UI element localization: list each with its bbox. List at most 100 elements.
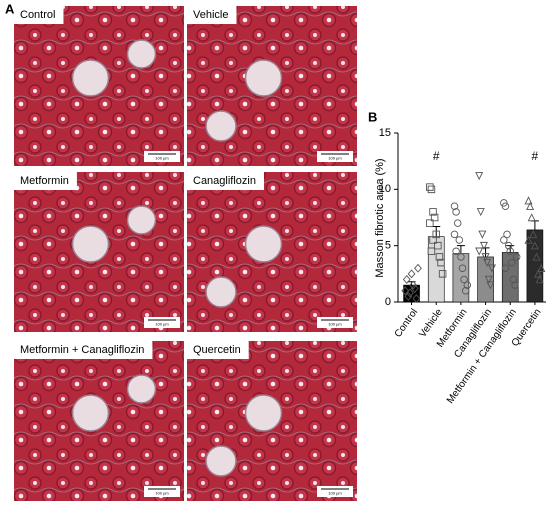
data-point xyxy=(463,281,472,289)
image-label: Control xyxy=(20,9,55,21)
glomerulus xyxy=(126,39,157,69)
data-point xyxy=(532,252,541,261)
data-point xyxy=(401,286,410,296)
data-point xyxy=(483,258,492,267)
scale-text: 100 µm xyxy=(155,491,169,496)
data-point xyxy=(535,275,544,284)
data-point xyxy=(511,281,519,289)
data-point xyxy=(530,241,539,250)
data-point xyxy=(500,199,508,207)
micrograph: Vehicle 100 µm xyxy=(187,6,357,166)
data-point xyxy=(407,269,416,279)
error-bar xyxy=(432,226,441,237)
micrograph: Canagliflozin 100 µm xyxy=(187,172,357,332)
data-point xyxy=(426,183,434,191)
data-point xyxy=(438,270,447,278)
data-point xyxy=(429,236,437,244)
data-point xyxy=(402,274,411,284)
data-point xyxy=(457,253,465,261)
data-point xyxy=(524,235,533,244)
significance-marker: # xyxy=(433,149,440,163)
glomerulus xyxy=(126,374,157,404)
data-point xyxy=(426,219,434,227)
bar xyxy=(427,236,445,303)
micrograph: Metformin 100 µm xyxy=(14,172,184,332)
data-point xyxy=(427,247,436,256)
data-point xyxy=(481,253,490,262)
image-label: Canagliflozin xyxy=(193,175,256,187)
scale-text: 100 µm xyxy=(328,322,342,327)
data-point xyxy=(506,247,514,256)
label-box xyxy=(14,172,77,190)
data-point xyxy=(452,208,460,216)
data-point xyxy=(435,253,444,261)
image-label: Metformin + Canagliflozin xyxy=(20,344,144,356)
data-point xyxy=(453,219,462,227)
data-point xyxy=(409,280,418,290)
data-point xyxy=(410,283,419,293)
micrograph: Metformin + Canagliflozin 100 µm xyxy=(14,341,184,501)
y-tick-label: 15 xyxy=(379,127,391,139)
glomerulus xyxy=(205,445,237,477)
panel-label: B xyxy=(368,109,377,124)
micrograph: Control 100 µm xyxy=(14,6,184,166)
bar xyxy=(477,256,494,303)
error-bar xyxy=(456,245,465,254)
scale-box xyxy=(317,151,353,162)
data-point xyxy=(500,236,508,244)
data-point xyxy=(404,291,413,301)
data-point xyxy=(527,213,536,222)
scale-text: 100 µm xyxy=(328,491,342,496)
panel-label: A xyxy=(5,1,15,16)
data-point xyxy=(432,230,440,239)
label-box xyxy=(187,341,249,359)
scale-box xyxy=(144,486,180,497)
y-tick-label: 10 xyxy=(379,183,391,195)
glomerulus xyxy=(126,205,157,235)
error-bar xyxy=(530,220,539,230)
label-box xyxy=(14,341,153,359)
y-tick-label: 5 xyxy=(385,240,391,252)
data-point xyxy=(475,172,484,181)
label-box xyxy=(187,6,237,24)
data-point xyxy=(414,263,422,273)
data-point xyxy=(450,202,459,210)
image-grid: Control 100 µm Vehicle 100 µm Metformin 100 µ… xyxy=(14,6,357,501)
data-point xyxy=(501,202,510,210)
data-point xyxy=(484,275,493,284)
data-point xyxy=(461,286,470,295)
data-point xyxy=(475,247,484,256)
data-point xyxy=(487,264,496,273)
glomerulus xyxy=(71,394,110,432)
data-point xyxy=(452,247,460,256)
glomerulus xyxy=(244,59,283,97)
scale-text: 100 µm xyxy=(328,156,342,161)
data-point xyxy=(503,230,511,239)
data-point xyxy=(412,294,421,304)
data-point xyxy=(458,264,467,272)
label-box xyxy=(187,172,264,190)
glomerulus xyxy=(244,225,283,263)
data-point xyxy=(486,281,495,290)
scale-box xyxy=(144,151,180,162)
micrograph: Quercetin 100 µm xyxy=(187,341,357,501)
data-point xyxy=(434,241,442,250)
data-point xyxy=(501,264,510,272)
glomerulus xyxy=(71,59,110,97)
glomerulus xyxy=(205,110,237,142)
data-point xyxy=(504,241,513,250)
data-point xyxy=(526,201,535,210)
label-box xyxy=(14,6,64,24)
x-tick-label: Control xyxy=(393,307,421,340)
chart: B Masson fibrotic area (%) 0 5 10 15 Control… xyxy=(368,109,546,406)
data-point xyxy=(508,258,516,267)
data-point xyxy=(430,213,439,222)
y-axis-label: Masson fibrotic area (%) xyxy=(374,158,386,277)
image-label: Quercetin xyxy=(193,344,241,356)
data-point xyxy=(479,241,488,250)
data-point xyxy=(406,288,414,298)
data-point xyxy=(509,275,518,284)
data-point xyxy=(460,275,468,284)
scale-box xyxy=(317,486,353,497)
data-point xyxy=(437,258,445,267)
